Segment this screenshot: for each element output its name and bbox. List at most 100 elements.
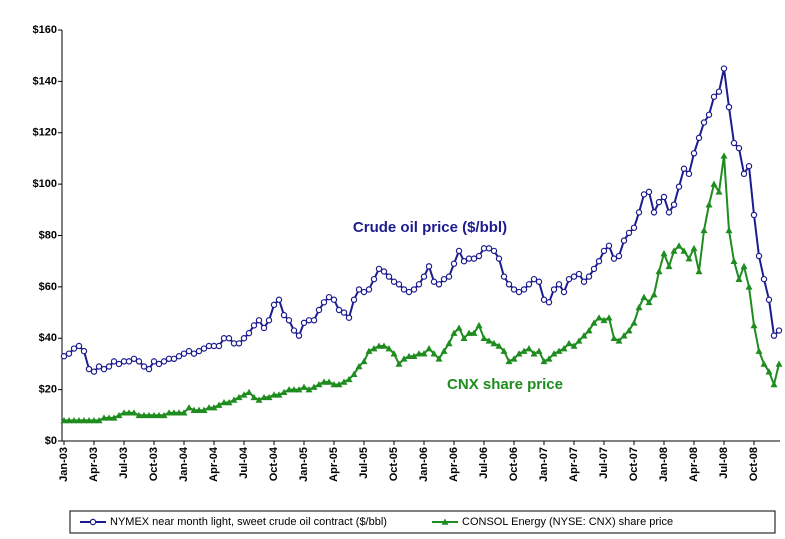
point — [740, 170, 748, 178]
point — [400, 355, 408, 362]
point — [550, 286, 558, 293]
point — [85, 416, 93, 424]
point — [475, 252, 483, 260]
point — [755, 347, 763, 354]
point — [605, 242, 613, 249]
point — [245, 329, 253, 337]
x-tick-label: Jan-08 — [658, 447, 670, 482]
point — [195, 347, 203, 355]
point — [565, 275, 573, 283]
point — [535, 278, 543, 285]
point — [705, 111, 713, 118]
point — [230, 396, 238, 403]
point — [250, 322, 258, 329]
point — [670, 201, 678, 208]
x-tick-label: Oct-05 — [388, 447, 400, 481]
point — [605, 314, 613, 321]
point — [650, 291, 658, 298]
point — [440, 275, 448, 283]
x-tick-label: Jan-04 — [178, 446, 190, 482]
point — [80, 416, 88, 424]
point — [655, 267, 663, 275]
point — [720, 65, 728, 72]
point — [145, 365, 153, 373]
point — [240, 391, 248, 398]
legend-label: CONSOL Energy (NYSE: CNX) share price — [462, 516, 673, 528]
point — [550, 350, 558, 357]
point — [410, 352, 418, 360]
point — [115, 360, 123, 368]
point — [650, 209, 658, 216]
y-tick-label: $120 — [33, 127, 57, 139]
point — [595, 314, 603, 321]
point — [440, 347, 448, 354]
point — [735, 144, 743, 152]
x-tick-label: Apr-03 — [88, 447, 100, 482]
point — [495, 255, 503, 262]
point — [400, 286, 408, 293]
point — [295, 332, 303, 339]
point — [135, 411, 143, 419]
point — [75, 342, 83, 350]
x-tick-label: Oct-08 — [748, 447, 760, 481]
y-tick-label: $0 — [45, 435, 57, 447]
point — [540, 357, 548, 365]
point — [580, 332, 588, 339]
point — [235, 393, 243, 401]
point — [500, 273, 508, 280]
x-tick-label: Oct-07 — [628, 447, 640, 481]
point — [60, 416, 68, 424]
point — [310, 383, 318, 390]
point — [340, 378, 348, 385]
point — [320, 299, 328, 306]
point — [725, 103, 733, 111]
point — [470, 255, 478, 262]
point — [570, 273, 578, 280]
point — [155, 411, 163, 419]
point — [90, 368, 98, 375]
annotation: CNX share price — [447, 376, 563, 393]
x-tick-label: Jan-03 — [58, 447, 70, 482]
point — [700, 119, 708, 126]
point — [385, 345, 393, 352]
point — [350, 370, 358, 378]
point — [510, 355, 518, 362]
point — [130, 409, 138, 416]
x-tick-label: Jul-04 — [238, 446, 250, 479]
point — [755, 252, 763, 260]
point — [380, 268, 388, 275]
point — [260, 324, 268, 332]
point — [385, 273, 393, 280]
point — [450, 260, 458, 267]
point — [380, 342, 388, 349]
point — [70, 345, 78, 352]
point — [455, 324, 463, 331]
point — [105, 414, 113, 421]
point — [425, 263, 433, 270]
x-tick-label: Jul-07 — [598, 447, 610, 479]
point — [715, 188, 723, 195]
point — [340, 309, 348, 316]
point — [355, 363, 363, 370]
point — [415, 350, 423, 357]
point — [490, 339, 498, 347]
point — [335, 380, 343, 388]
point — [460, 334, 468, 342]
point — [465, 329, 473, 336]
point — [525, 281, 533, 288]
point — [370, 345, 378, 352]
point — [355, 286, 363, 293]
point — [280, 388, 288, 395]
point — [275, 391, 283, 398]
point — [505, 281, 513, 288]
point — [600, 247, 608, 255]
point — [140, 363, 148, 370]
point — [65, 416, 73, 424]
point — [395, 360, 403, 367]
point — [320, 378, 328, 385]
series-line — [64, 155, 780, 422]
point — [345, 375, 353, 383]
point — [535, 347, 543, 354]
point — [635, 209, 643, 216]
